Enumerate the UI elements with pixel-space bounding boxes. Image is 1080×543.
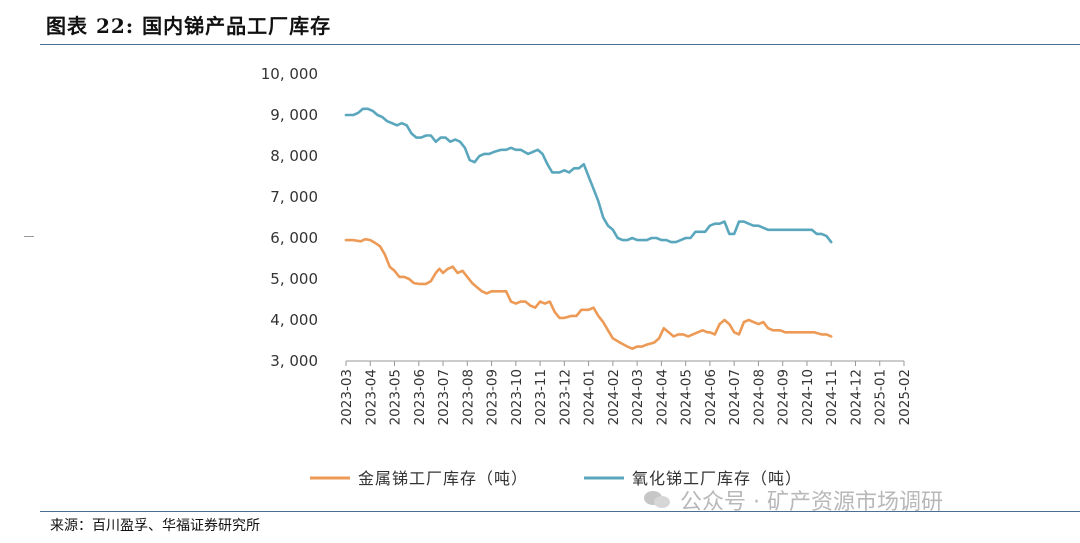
watermark-text: 公众号 · 矿产资源市场调研 [680, 490, 943, 515]
y-tick-label: 3, 000 [270, 352, 318, 370]
x-tick-label: 2024-10 [800, 369, 816, 425]
page-title: 图表 22: 国内锑产品工厂库存 [46, 14, 332, 38]
x-tick-label: 2023-06 [412, 369, 428, 425]
x-tick-label: 2024-05 [679, 369, 695, 425]
source-note: 来源：百川盈孚、华福证券研究所 [50, 518, 260, 534]
y-tick-label: 10, 000 [261, 65, 318, 83]
x-tick-label: 2023-03 [339, 369, 355, 425]
series-line-metal-antimony [344, 237, 833, 350]
y-tick-label: 4, 000 [270, 311, 318, 329]
x-tick-label: 2024-11 [824, 369, 840, 425]
x-tick-label: 2023-10 [509, 369, 525, 425]
y-tick-label: 5, 000 [270, 270, 318, 288]
legend-label: 氧化锑工厂库存（吨） [632, 469, 802, 488]
x-tick-label: 2023-05 [388, 369, 404, 425]
x-tick-label: 2024-12 [848, 369, 864, 425]
x-tick-label: 2024-06 [703, 369, 719, 425]
series-lines [344, 107, 833, 350]
wechat-icon [644, 489, 672, 511]
x-tick-label: 2023-04 [363, 369, 379, 425]
legend: 金属锑工厂库存（吨） 氧化锑工厂库存（吨） [310, 469, 802, 488]
x-tick-label: 2024-09 [776, 369, 792, 425]
y-tick-label: 7, 000 [270, 188, 318, 206]
x-tick-label: 2023-11 [533, 369, 549, 425]
x-tick-label: 2024-01 [582, 369, 598, 425]
x-tick-label: 2024-08 [751, 369, 767, 425]
y-tick-label: 6, 000 [270, 229, 318, 247]
margin-dash [24, 236, 34, 237]
x-axis: 2023-03 2023-04 2023-05 2023-06 2023-07 2023-… [339, 360, 913, 425]
x-tick-label: 2024-04 [654, 369, 670, 425]
y-tick-label: 9, 000 [270, 106, 318, 124]
legend-label: 金属锑工厂库存（吨） [358, 469, 528, 488]
x-tick-label: 2023-08 [460, 369, 476, 425]
y-axis: 3, 000 4, 000 5, 000 6, 000 7, 000 8, 000 9, 0… [261, 65, 318, 370]
x-tick-label: 2023-09 [485, 369, 501, 425]
series-line-antimony-oxide [344, 107, 833, 244]
x-tick-label: 2024-03 [630, 369, 646, 425]
header-rule [40, 44, 1080, 45]
watermark: 公众号 · 矿产资源市场调研 [644, 484, 943, 516]
x-tick-label: 2023-07 [436, 369, 452, 425]
x-tick-label: 2025-01 [873, 369, 889, 425]
x-tick-label: 2024-07 [727, 369, 743, 425]
x-tick-label: 2023-12 [557, 369, 573, 425]
x-tick-label: 2024-02 [606, 369, 622, 425]
x-tick-label: 2025-02 [897, 369, 913, 425]
y-tick-label: 8, 000 [270, 147, 318, 165]
footer-rule [40, 511, 1080, 512]
